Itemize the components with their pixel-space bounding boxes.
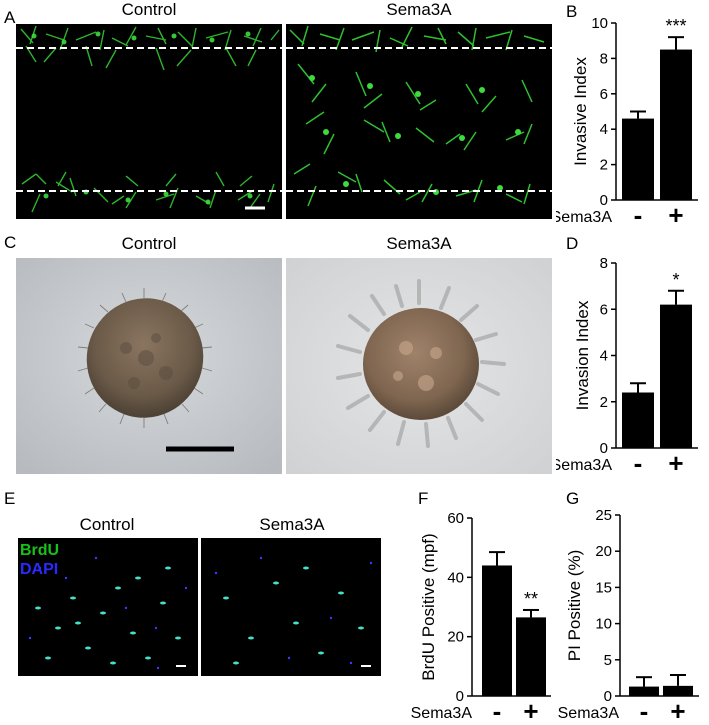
y-tick-label-b: 8 [600, 50, 608, 67]
micrograph-c-control [16, 258, 282, 474]
y-tick-label-b: 6 [600, 86, 608, 103]
y-tick-label-b: 2 [600, 157, 608, 174]
y-tick-label-g: 0 [604, 688, 612, 705]
y-tick-label-g: 5 [604, 652, 612, 669]
bar-d-minus [622, 393, 654, 449]
panel-label-e: E [4, 489, 15, 509]
y-tick-label-f: 40 [447, 569, 464, 586]
significance-d: * [672, 270, 679, 290]
micrograph-c-sema3a [286, 258, 552, 474]
category-label-d: + [668, 448, 683, 478]
panel-e-control-title: Control [16, 515, 198, 535]
category-label-g: + [670, 696, 685, 724]
significance-f: ** [524, 589, 538, 609]
y-axis-label-f: BrdU Positive (mpf) [419, 533, 438, 680]
legend-dapi: DAPI [20, 561, 58, 579]
chart-g: 0 5 10 15 20 25 PI Positive (%) - + Sema3A [554, 502, 706, 724]
category-label-f: - [493, 696, 502, 724]
bar-f-plus [516, 617, 546, 696]
panel-e-sema3a-title: Sema3A [201, 515, 383, 535]
y-tick-label-d: 2 [600, 394, 608, 411]
y-axis-label-b: Invasive Index [571, 57, 590, 166]
category-label-d: - [634, 448, 643, 478]
y-tick-label-d: 8 [600, 255, 608, 272]
micrograph-e-sema3a [201, 538, 381, 676]
x-axis-label-g: Sema3A [558, 705, 620, 722]
panel-a-sema3a-title: Sema3A [286, 0, 552, 20]
bar-b-minus [622, 119, 654, 200]
y-tick-label-f: 60 [447, 510, 464, 527]
y-axis-label-g: PI Positive (%) [565, 550, 584, 661]
legend-brdu: BrdU [20, 542, 59, 560]
y-tick-label-g: 20 [595, 543, 612, 560]
micrograph-a-sema3a [286, 24, 552, 219]
y-tick-label-g: 15 [595, 579, 612, 596]
category-label-g: - [640, 696, 649, 724]
chart-d: 0 2 4 6 8 Invasion Index - * + Sema3A [556, 250, 706, 480]
y-tick-label-d: 4 [600, 348, 608, 365]
significance-b: *** [665, 16, 686, 36]
chart-b: 0 2 4 6 8 10 Invasive Index - *** + Sema3A [556, 6, 706, 232]
x-axis-label-d: Sema3A [556, 457, 612, 474]
panel-c-sema3a-title: Sema3A [286, 234, 552, 254]
x-axis-label-b: Sema3A [556, 209, 612, 226]
bar-g-plus [663, 686, 693, 696]
panel-label-c: C [4, 233, 16, 253]
y-tick-label-f: 0 [456, 688, 464, 705]
y-axis-label-d: Invasion Index [573, 300, 592, 410]
y-tick-label-d: 6 [600, 301, 608, 318]
bar-d-plus [660, 305, 692, 448]
y-tick-label-g: 25 [595, 507, 612, 524]
y-tick-label-b: 0 [600, 192, 608, 209]
micrograph-a-control [16, 24, 282, 219]
panel-a-control-title: Control [16, 0, 282, 20]
panel-c-control-title: Control [16, 234, 282, 254]
y-tick-label-g: 10 [595, 616, 612, 633]
panel-label-a: A [4, 8, 15, 28]
bar-b-plus [660, 50, 692, 200]
y-tick-label-d: 0 [600, 440, 608, 457]
category-label-b: - [634, 200, 643, 230]
chart-f: 0 20 40 60 BrdU Positive (mpf) - ** + Sema3A [396, 502, 551, 724]
category-label-b: + [668, 200, 683, 230]
y-tick-label-b: 4 [600, 121, 608, 138]
y-tick-label-f: 20 [447, 629, 464, 646]
category-label-f: + [523, 696, 538, 724]
y-tick-label-b: 10 [591, 15, 608, 32]
bar-f-minus [482, 565, 512, 696]
x-axis-label-f: Sema3A [411, 705, 473, 722]
bar-g-minus [629, 687, 659, 696]
